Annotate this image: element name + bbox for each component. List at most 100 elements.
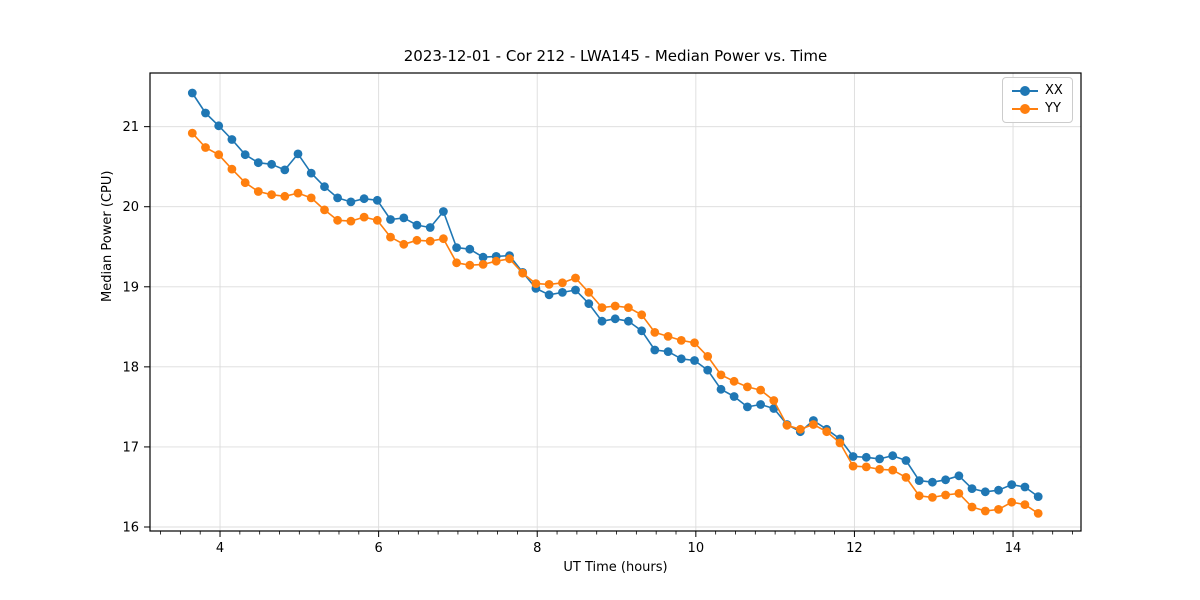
legend-entry-xx: XX [1012,83,1064,99]
data-point-yy [795,424,805,434]
data-point-yy [941,490,950,500]
data-point-yy [1033,509,1043,518]
legend-label-yy: YY [1045,101,1061,116]
data-point-yy [201,143,210,152]
data-point-yy [967,502,977,512]
legend-entry-yy: YY [1012,101,1064,117]
data-point-yy [187,128,197,138]
data-point-yy [386,232,395,242]
data-point-xx [676,354,686,364]
data-point-yy [703,352,713,361]
data-point-yy [267,190,276,200]
data-point-xx [729,392,739,401]
data-point-yy [676,336,686,345]
data-point-yy [822,427,832,437]
data-point-xx [980,487,990,497]
data-point-yy [610,301,620,311]
data-point-yy [809,420,818,429]
data-point-yy [280,191,290,201]
data-point-yy [531,279,541,288]
data-point-yy [954,489,964,498]
data-point-xx [690,356,699,365]
data-point-xx [187,88,197,98]
x-axis-label: UT Time (hours) [563,560,668,575]
data-point-yy [1020,500,1030,509]
legend: XX YY [1002,77,1073,123]
data-point-yy [293,188,303,198]
data-point-xx [584,299,594,308]
data-point-xx [914,476,924,485]
data-point-xx [412,220,422,230]
data-point-xx [306,168,316,178]
data-point-yy [544,280,554,289]
data-point-xx [452,243,461,253]
data-point-xx [201,108,210,118]
x-tick-label: 12 [846,541,863,556]
x-tick-label: 14 [1005,541,1022,556]
data-point-xx [610,314,620,324]
chart-title: 2023-12-01 - Cor 212 - LWA145 - Median P… [403,47,828,65]
x-tick-label: 4 [216,541,224,556]
yy-line-marker-icon [1012,101,1038,117]
data-point-xx [240,150,250,160]
yy-swatch-dot [1020,104,1030,114]
y-tick-label: 21 [122,120,139,135]
data-point-xx [928,477,937,487]
data-point-yy [690,338,699,348]
data-point-yy [558,278,567,288]
data-point-yy [425,236,435,246]
data-point-xx [359,194,369,204]
data-point-yy [980,506,990,516]
data-point-xx [399,213,409,223]
data-point-xx [994,485,1003,495]
data-point-xx [967,484,977,493]
data-point-yy [994,505,1003,514]
data-point-yy [412,235,422,245]
data-point-xx [743,402,752,412]
data-point-xx [597,316,607,326]
data-point-xx [901,456,911,465]
data-point-xx [716,384,726,394]
data-point-yy [729,376,739,386]
data-point-xx [888,451,898,461]
data-point-xx [386,215,395,224]
data-point-yy [359,212,369,222]
data-point-yy [650,328,660,337]
y-tick-label: 20 [122,200,139,215]
data-point-yy [756,385,765,395]
data-point-xx [941,475,950,485]
data-point-yy [491,256,501,266]
data-point-yy [888,465,898,475]
data-point-yy [505,254,514,264]
data-point-xx [478,252,488,262]
data-point-xx [267,159,276,169]
data-point-xx [214,121,224,131]
data-point-yy [452,258,461,268]
data-point-yy [861,462,871,472]
data-point-yy [518,268,528,278]
data-point-yy [769,396,779,405]
data-point-yy [782,420,792,430]
data-point-xx [558,288,567,297]
y-tick-label: 16 [122,520,139,535]
data-point-yy [1007,497,1017,507]
data-point-xx [624,316,633,326]
data-point-yy [306,193,316,203]
data-point-yy [333,215,342,225]
legend-label-xx: XX [1045,83,1063,98]
data-point-xx [1033,492,1043,501]
data-point-xx [571,285,580,295]
x-tick-label: 10 [688,541,705,556]
data-point-yy [624,303,633,312]
data-point-yy [320,205,329,215]
x-tick-label: 8 [533,541,541,556]
x-tick-label: 6 [374,541,382,556]
xx-swatch-dot [1020,86,1030,96]
data-point-xx [703,365,713,375]
data-point-yy [597,303,607,312]
data-point-yy [571,273,580,283]
data-point-yy [346,216,356,226]
data-point-xx [439,207,448,216]
data-point-yy [835,438,845,448]
